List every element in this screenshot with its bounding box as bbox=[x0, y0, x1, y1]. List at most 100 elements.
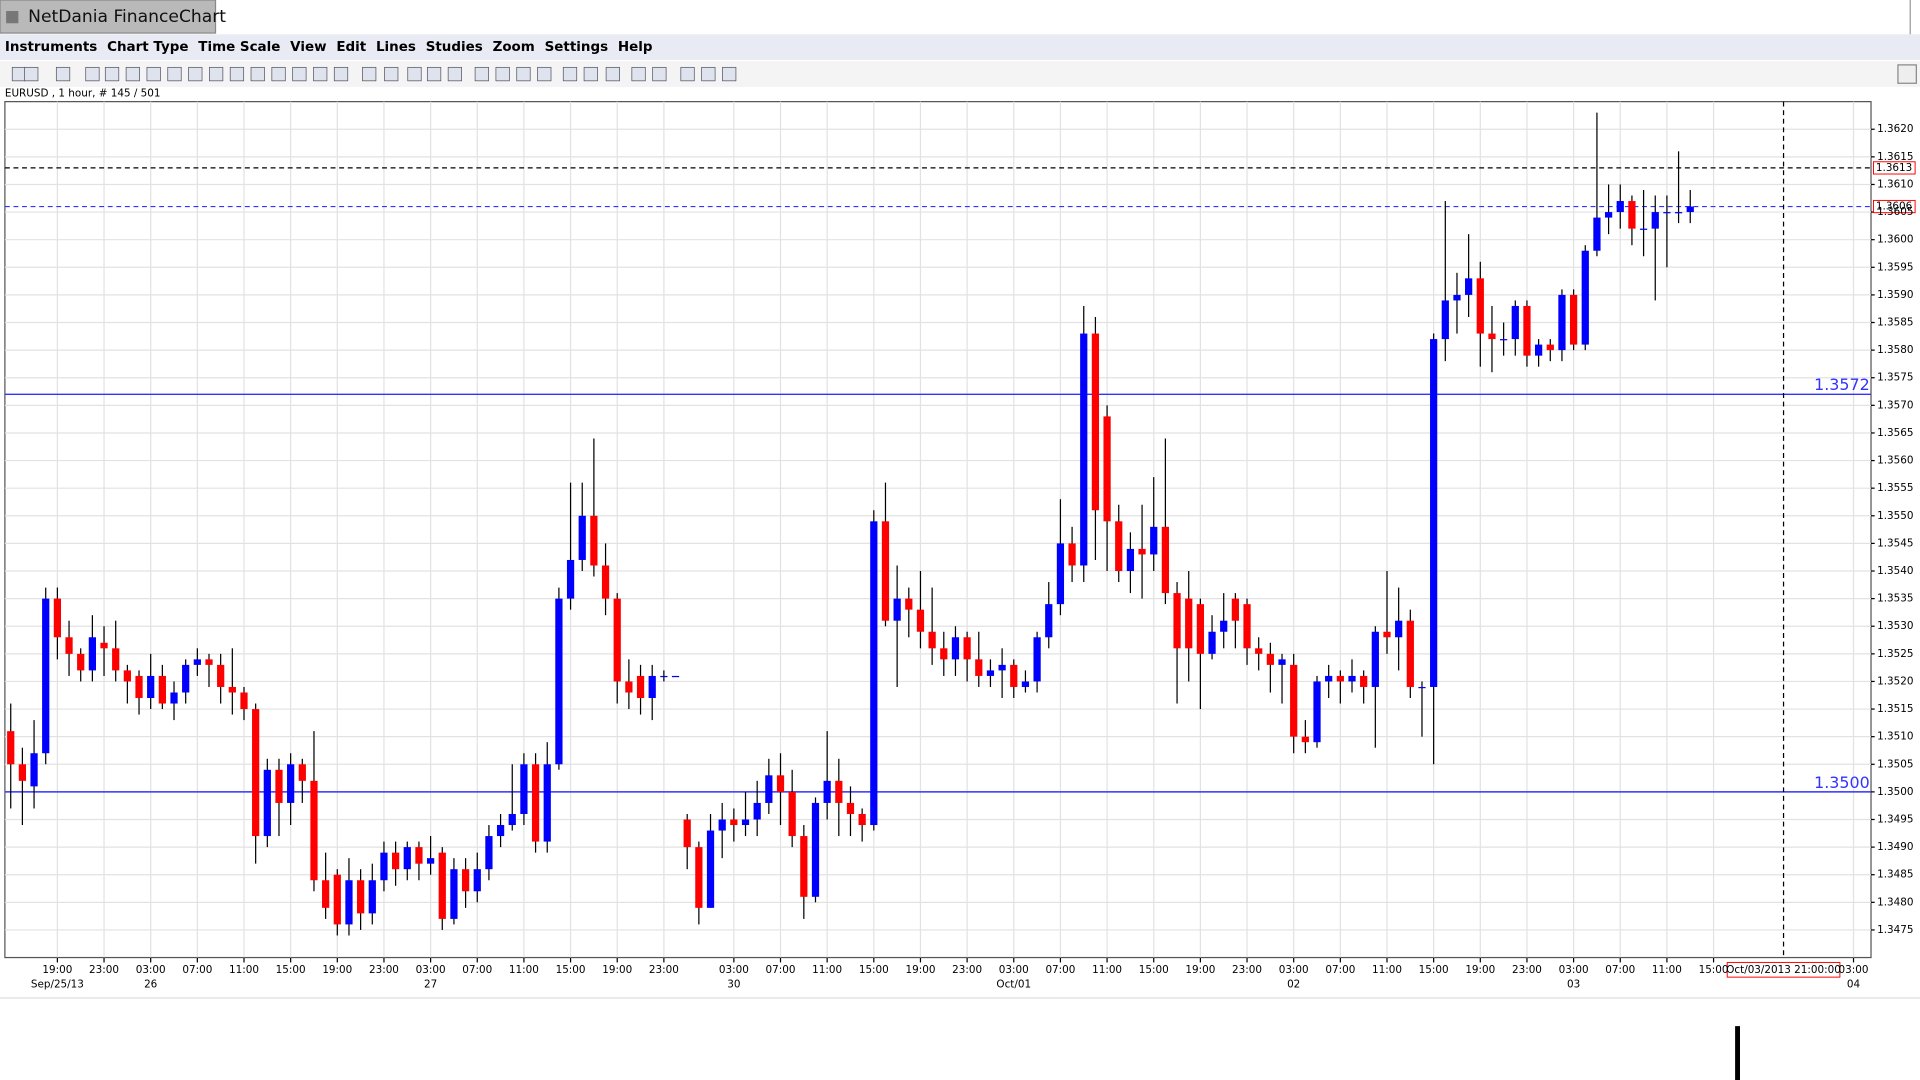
tool-button[interactable] bbox=[250, 66, 265, 82]
candle-body bbox=[380, 852, 388, 881]
x-tick-label: 11:00 bbox=[812, 964, 842, 976]
candle-body bbox=[310, 780, 318, 881]
price-marker-box bbox=[1872, 161, 1916, 175]
menu-item[interactable]: Studies bbox=[426, 40, 483, 55]
candle-body bbox=[1569, 294, 1578, 345]
candle-body bbox=[193, 659, 201, 665]
tool-button[interactable] bbox=[188, 66, 203, 82]
tool-button[interactable] bbox=[362, 66, 377, 82]
tool-button[interactable] bbox=[447, 66, 462, 82]
tool-button[interactable] bbox=[407, 66, 422, 82]
x-tick-label: 19:00 bbox=[1185, 964, 1215, 976]
tool-button[interactable] bbox=[562, 66, 578, 82]
candle-body bbox=[461, 869, 470, 892]
candle-body bbox=[1593, 217, 1601, 251]
x-tick-label: 11:00 bbox=[1652, 964, 1682, 976]
tool-button[interactable] bbox=[229, 66, 245, 82]
date-label: 26 bbox=[144, 978, 157, 990]
tool-button[interactable] bbox=[384, 66, 399, 82]
candle-body bbox=[543, 764, 551, 842]
tool-button[interactable] bbox=[292, 66, 307, 82]
menu-bar bbox=[0, 34, 1920, 60]
menu-item[interactable]: Chart Type bbox=[107, 40, 188, 55]
tool-button[interactable] bbox=[125, 66, 140, 82]
x-tick-label: 07:00 bbox=[182, 964, 212, 976]
y-tick-label: 1.3490 bbox=[1877, 841, 1913, 853]
tool-button[interactable] bbox=[631, 66, 646, 82]
x-tick-label: 11:00 bbox=[1092, 964, 1122, 976]
grid bbox=[4, 101, 1875, 963]
tool-button[interactable] bbox=[680, 66, 695, 82]
tool-button[interactable] bbox=[333, 66, 349, 82]
y-tick-label: 1.3535 bbox=[1877, 593, 1913, 605]
candle-body bbox=[928, 631, 936, 649]
tool-button[interactable] bbox=[426, 66, 442, 82]
price-marker-label: 1.3613 bbox=[1876, 162, 1912, 174]
candle-body bbox=[1395, 620, 1403, 638]
x-tick-label: 03:00 bbox=[1279, 964, 1309, 976]
panel-button[interactable] bbox=[1897, 64, 1917, 84]
tool-button[interactable] bbox=[24, 66, 39, 82]
tool-button[interactable] bbox=[516, 66, 531, 82]
candle-body bbox=[776, 775, 785, 792]
tool-button[interactable] bbox=[55, 66, 71, 82]
tool-button[interactable] bbox=[495, 66, 510, 82]
candle-body bbox=[590, 515, 598, 566]
candle-body bbox=[566, 559, 575, 599]
menu-item[interactable]: Instruments bbox=[5, 40, 97, 55]
menu-item[interactable]: Zoom bbox=[493, 40, 535, 55]
menu-item[interactable]: View bbox=[290, 40, 326, 55]
x-tick-label: 19:00 bbox=[905, 964, 935, 976]
candle-body bbox=[7, 731, 15, 765]
tool-button[interactable] bbox=[167, 66, 182, 82]
tool-button[interactable] bbox=[146, 66, 161, 82]
candle-body bbox=[1220, 620, 1228, 632]
toolbar-icons bbox=[11, 66, 737, 82]
candle-body bbox=[683, 819, 691, 848]
tool-button[interactable] bbox=[701, 66, 716, 82]
candle-body bbox=[858, 813, 866, 826]
tool-button[interactable] bbox=[85, 66, 100, 82]
tool-button[interactable] bbox=[537, 66, 552, 82]
menu-item[interactable]: Time Scale bbox=[198, 40, 280, 55]
candle-body bbox=[1091, 333, 1100, 511]
x-tick-label: 19:00 bbox=[1465, 964, 1495, 976]
price-marker-label: 1.3606 bbox=[1876, 201, 1912, 213]
menu-item[interactable]: Lines bbox=[376, 40, 416, 55]
tool-button[interactable] bbox=[605, 66, 620, 82]
candle-body bbox=[450, 869, 458, 919]
x-tick-label: 15:00 bbox=[1419, 964, 1449, 976]
x-tick-label: 03:00 bbox=[1559, 964, 1589, 976]
tool-button[interactable] bbox=[722, 66, 737, 82]
menu-item[interactable]: Edit bbox=[336, 40, 366, 55]
candle-body bbox=[1663, 212, 1671, 214]
candle-body bbox=[1500, 339, 1508, 341]
date-label: 04 bbox=[1847, 978, 1861, 990]
date-label: 27 bbox=[424, 978, 437, 990]
candle-body bbox=[741, 819, 750, 826]
candle-body bbox=[415, 847, 423, 864]
candle-body bbox=[403, 847, 411, 870]
menu-item[interactable]: Settings bbox=[545, 40, 609, 55]
candle-body bbox=[986, 670, 995, 676]
tool-button[interactable] bbox=[209, 66, 224, 82]
tool-button[interactable] bbox=[474, 66, 489, 82]
tool-button[interactable] bbox=[11, 66, 27, 82]
x-tick-label: 23:00 bbox=[1232, 964, 1262, 976]
x-tick-label: 23:00 bbox=[89, 964, 119, 976]
candle-body bbox=[88, 637, 96, 671]
menu-item[interactable]: Help bbox=[618, 40, 653, 55]
y-tick-label: 1.3525 bbox=[1877, 648, 1913, 660]
candle-body bbox=[1115, 521, 1123, 572]
tool-button[interactable] bbox=[583, 66, 598, 82]
tool-button[interactable] bbox=[271, 66, 286, 82]
tool-button[interactable] bbox=[104, 66, 120, 82]
axis-labels: 1.3475 1.3480 1.3485 1.3490 1.3495 1.3500 1.35… bbox=[31, 123, 1914, 990]
candle-body bbox=[881, 521, 890, 621]
candle-body bbox=[730, 819, 738, 826]
tool-button[interactable] bbox=[313, 66, 328, 82]
y-tick-label: 1.3585 bbox=[1877, 317, 1913, 329]
candle-body bbox=[53, 598, 61, 638]
tool-button[interactable] bbox=[652, 66, 667, 82]
candle-body bbox=[1231, 598, 1239, 621]
